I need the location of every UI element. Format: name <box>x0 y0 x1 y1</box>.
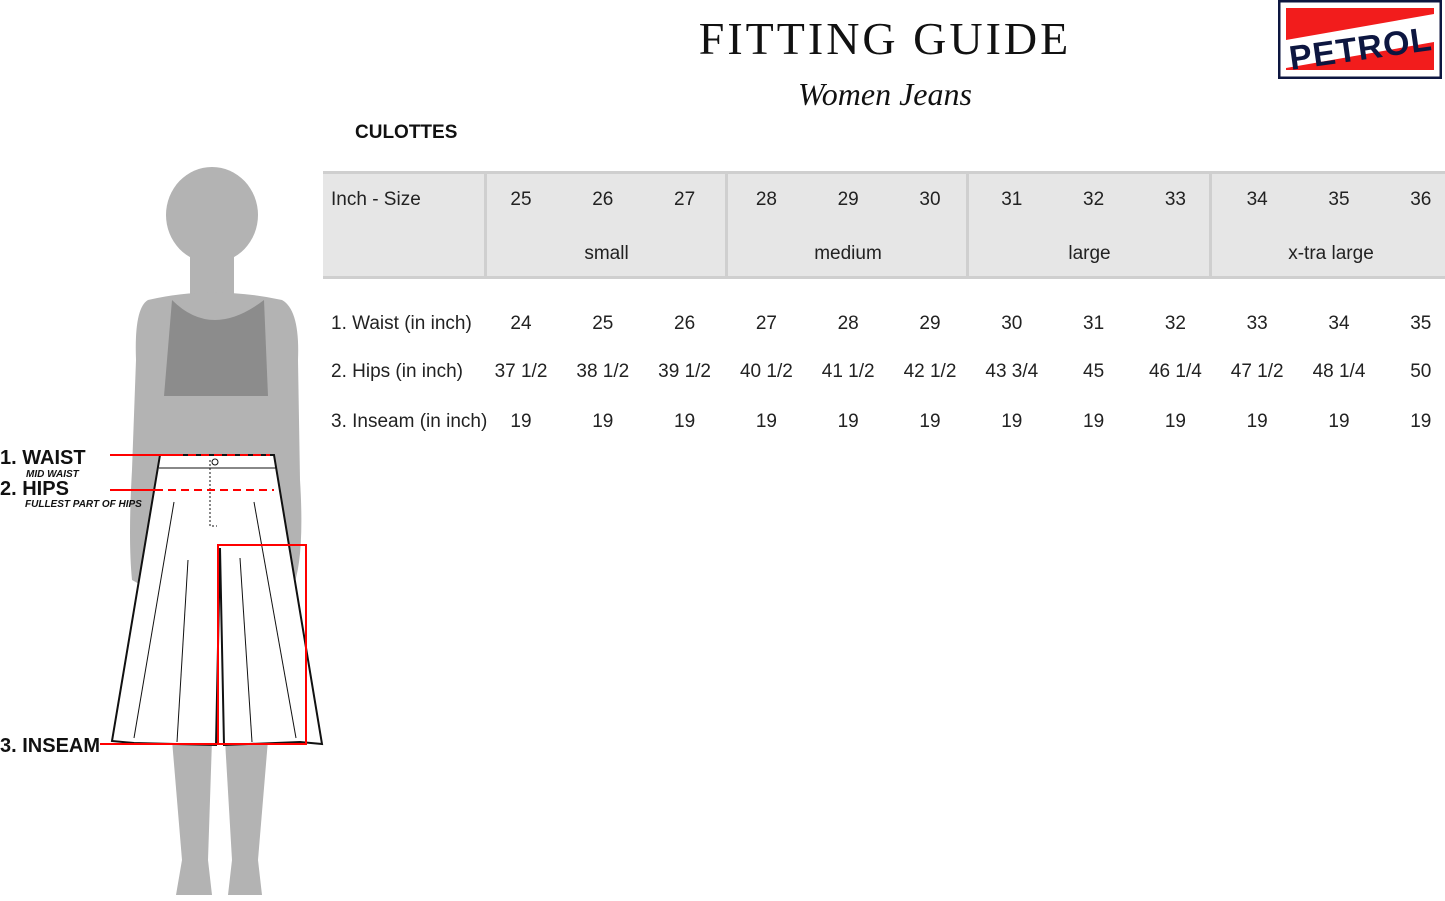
divider <box>725 174 728 276</box>
inseam-label: 3. INSEAM <box>0 735 101 757</box>
table-cell: 40 1/2 <box>739 361 793 382</box>
table-cell: 29 <box>919 313 941 334</box>
page-title: FITTING GUIDE <box>698 13 1072 64</box>
measure-lines <box>100 454 307 745</box>
divider <box>484 174 487 276</box>
table-cell: 19 <box>1001 411 1023 432</box>
category-heading: CULOTTES <box>355 122 458 143</box>
size-group-small: small <box>584 243 629 264</box>
table-cell: 47 1/2 <box>1230 361 1284 382</box>
divider <box>966 174 969 276</box>
size-group-x-tra-large: x-tra large <box>1288 243 1374 264</box>
size-34: 34 <box>1246 189 1268 210</box>
hips-label: 2. HIPS <box>0 478 69 500</box>
size-header-label: Inch - Size <box>331 189 421 210</box>
table-cell: 19 <box>510 411 532 432</box>
table-cell: 37 1/2 <box>494 361 548 382</box>
figure-illustration <box>100 167 324 895</box>
row-label: 3. Inseam (in inch) <box>331 411 488 432</box>
size-31: 31 <box>1001 189 1023 210</box>
divider <box>1209 174 1212 276</box>
size-26: 26 <box>592 189 614 210</box>
row-label: 1. Waist (in inch) <box>331 313 472 334</box>
table-cell: 26 <box>674 313 696 334</box>
table-cell: 19 <box>919 411 941 432</box>
waist-label: 1. WAIST <box>0 447 86 469</box>
row-label: 2. Hips (in inch) <box>331 361 463 382</box>
size-group-row <box>323 224 1445 279</box>
size-group-large: large <box>1068 243 1111 264</box>
size-27: 27 <box>674 189 696 210</box>
table-cell: 46 1/4 <box>1148 361 1202 382</box>
table-cell: 19 <box>1246 411 1268 432</box>
crop-top <box>164 300 268 396</box>
table-cell: 19 <box>1328 411 1350 432</box>
table-cell: 19 <box>1164 411 1186 432</box>
table-cell: 19 <box>1083 411 1105 432</box>
table-cell: 19 <box>674 411 696 432</box>
page-subtitle: Women Jeans <box>798 76 972 112</box>
size-28: 28 <box>755 189 777 210</box>
table-cell: 34 <box>1328 313 1350 334</box>
table-cell: 48 1/4 <box>1312 361 1366 382</box>
table-cell: 50 <box>1410 361 1432 382</box>
table-cell: 41 1/2 <box>821 361 875 382</box>
table-cell: 45 <box>1083 361 1105 382</box>
table-cell: 27 <box>755 313 777 334</box>
table-cell: 35 <box>1410 313 1432 334</box>
petrol-logo: PETROL <box>1278 0 1442 79</box>
table-cell: 24 <box>510 313 532 334</box>
size-group-medium: medium <box>814 243 882 264</box>
table-cell: 25 <box>592 313 614 334</box>
table-cell: 33 <box>1246 313 1268 334</box>
table-cell: 32 <box>1164 313 1186 334</box>
size-32: 32 <box>1083 189 1105 210</box>
waist-note: MID WAIST <box>26 469 79 480</box>
table-cell: 31 <box>1083 313 1105 334</box>
hips-note: FULLEST PART OF HIPS <box>25 499 142 510</box>
size-33: 33 <box>1164 189 1186 210</box>
table-cell: 30 <box>1001 313 1023 334</box>
size-30: 30 <box>919 189 941 210</box>
table-cell: 42 1/2 <box>903 361 957 382</box>
size-29: 29 <box>837 189 859 210</box>
table-cell: 19 <box>837 411 859 432</box>
table-cell: 38 1/2 <box>576 361 630 382</box>
size-36: 36 <box>1410 189 1432 210</box>
table-cell: 19 <box>1410 411 1432 432</box>
table-cell: 43 3/4 <box>985 361 1039 382</box>
size-35: 35 <box>1328 189 1350 210</box>
size-25: 25 <box>510 189 532 210</box>
table-cell: 28 <box>837 313 859 334</box>
table-cell: 39 1/2 <box>658 361 711 382</box>
table-cell: 19 <box>755 411 777 432</box>
table-cell: 19 <box>592 411 614 432</box>
